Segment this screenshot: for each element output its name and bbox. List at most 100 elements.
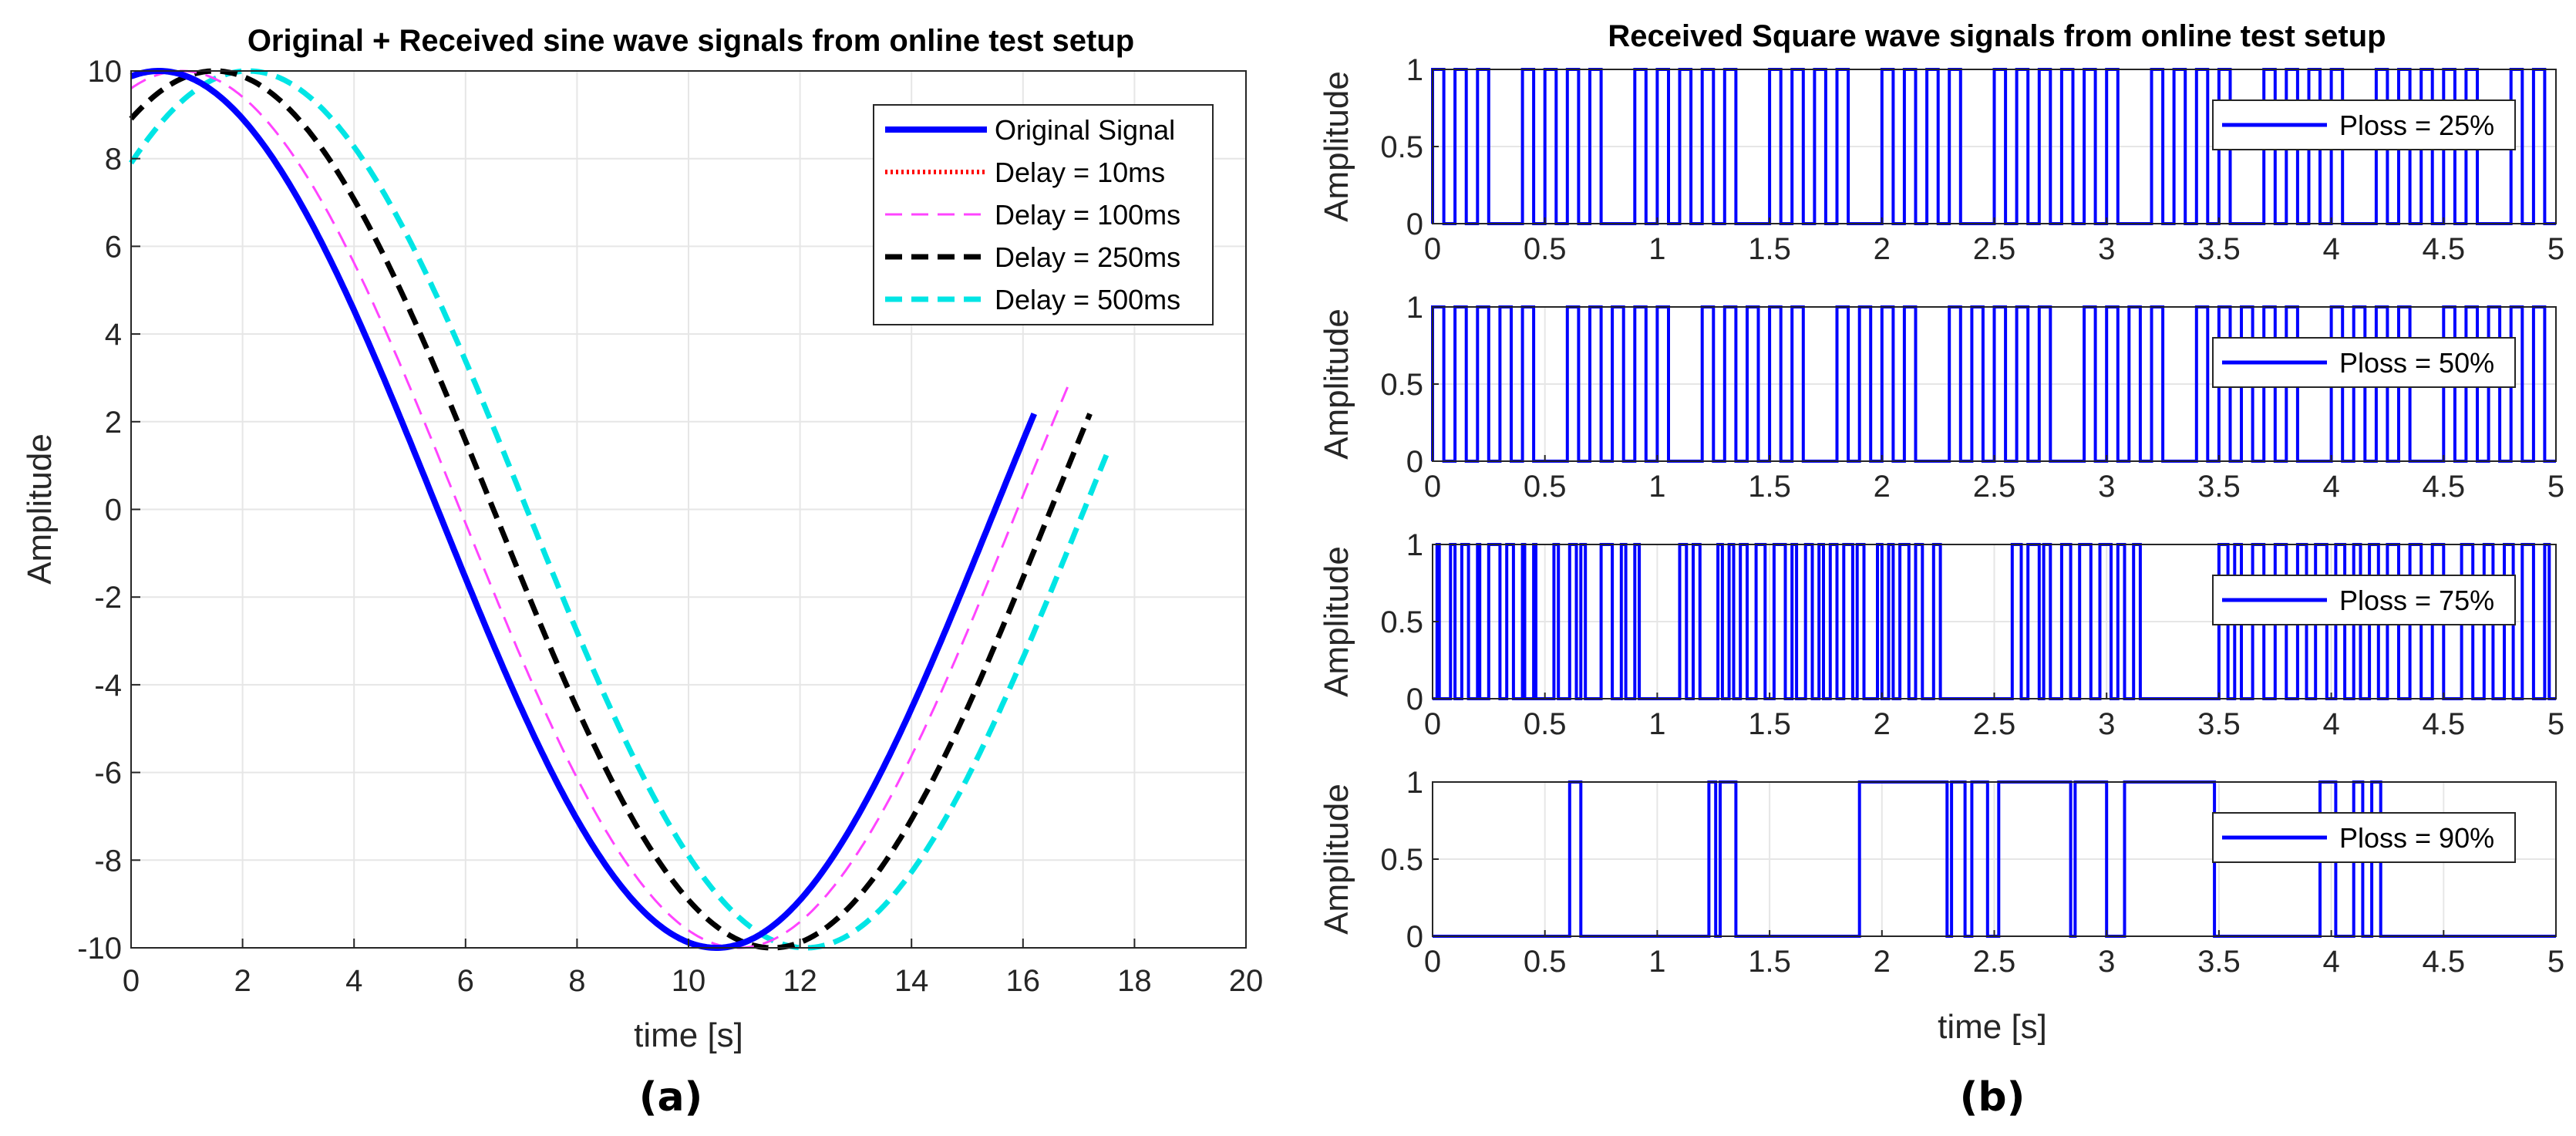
square-y-tick-label: 0.5 (1380, 368, 1423, 402)
sine-x-tick-label: 12 (783, 964, 817, 998)
legend-label-original: Original Signal (995, 114, 1175, 146)
square-x-tick-label: 0 (1424, 707, 1441, 741)
square-legend-label: Ploss = 25% (2339, 110, 2494, 141)
square-x-tick-label: 1 (1648, 707, 1665, 741)
square-legend-box (2212, 575, 2516, 625)
square-panel: 0 0.5 1 1.5 2 2.5 3 3.5 4 4.5 5 0 0.5 1 Amplitude Ploss… (1318, 528, 2564, 741)
square-x-tick-label: 4.5 (2422, 707, 2465, 741)
sine-y-tick-label: -4 (94, 669, 122, 703)
square-x-tick-label: 3.5 (2197, 945, 2241, 979)
square-x-tick-label: 1.5 (1748, 945, 1791, 979)
legend-label-delay-500: Delay = 500ms (995, 284, 1180, 315)
square-x-tick-label: 1.5 (1748, 232, 1791, 266)
sine-y-tick-label: 8 (105, 143, 122, 177)
square-y-label: Amplitude (1318, 784, 1355, 935)
square-x-tick-label: 0 (1424, 945, 1441, 979)
square-y-tick-label: 1 (1406, 766, 1423, 800)
sine-series-line (130, 68, 1037, 951)
sine-x-tick-label: 18 (1117, 964, 1152, 998)
square-x-tick-label: 1 (1648, 945, 1665, 979)
square-y-tick-label: 0.5 (1380, 605, 1423, 639)
sine-series-line (129, 68, 1110, 951)
sine-y-tick-label: 4 (105, 318, 122, 352)
square-x-tick-label: 2.5 (1973, 707, 2016, 741)
sine-y-tick-label: -8 (94, 844, 122, 878)
sine-x-tick-label: 10 (672, 964, 706, 998)
sine-x-label: time [s] (634, 1016, 743, 1054)
square-x-tick-label: 3 (2098, 232, 2115, 266)
square-x-tick-label: 1 (1648, 232, 1665, 266)
square-x-tick-label: 4.5 (2422, 945, 2465, 979)
sine-series-group (129, 68, 1110, 951)
square-y-label: Amplitude (1318, 71, 1355, 222)
sine-y-tick-label: 0 (105, 494, 122, 528)
square-x-tick-label: 0.5 (1524, 232, 1567, 266)
sine-legend-box (873, 104, 1214, 325)
sine-y-tick-label: 10 (88, 55, 123, 89)
square-x-tick-label: 2.5 (1973, 470, 2016, 504)
square-y-label: Amplitude (1318, 546, 1355, 697)
square-x-tick-label: 0 (1424, 232, 1441, 266)
sine-x-tick-label: 4 (345, 964, 362, 998)
sine-chart: Original + Received sine wave signals fr… (21, 24, 1263, 1054)
square-x-tick-label: 3 (2098, 707, 2115, 741)
square-y-tick-label: 0 (1406, 445, 1423, 479)
square-panels: 0 0.5 1 1.5 2 2.5 3 3.5 4 4.5 5 0 0.5 1 Amplitude Ploss… (1318, 53, 2564, 979)
square-x-tick-label: 5 (2547, 945, 2564, 979)
square-x-tick-label: 3.5 (2197, 232, 2241, 266)
sine-y-tick-label: -10 (77, 932, 122, 966)
square-x-tick-label: 3 (2098, 470, 2115, 504)
square-panel: 0 0.5 1 1.5 2 2.5 3 3.5 4 4.5 5 0 0.5 1 Amplitude Ploss… (1318, 291, 2564, 504)
square-x-tick-label: 1.5 (1748, 707, 1791, 741)
caption-b: (b) (1960, 1074, 2025, 1121)
sine-series-line (129, 68, 1093, 951)
square-chart: Received Square wave signals from online… (1318, 19, 2564, 1046)
legend-label-delay-10: Delay = 10ms (995, 157, 1165, 188)
square-y-tick-label: 1 (1406, 53, 1423, 87)
square-x-tick-label: 4 (2322, 470, 2339, 504)
square-legend-label: Ploss = 75% (2339, 585, 2494, 616)
sine-ticks: 0 2 4 6 8 10 12 14 16 18 20 -10 -8 -6 -4 -2 0 2 4 6 8 10 (77, 55, 1263, 998)
square-x-tick-label: 1.5 (1748, 470, 1791, 504)
sine-x-tick-label: 0 (123, 964, 140, 998)
square-x-tick-label: 3.5 (2197, 470, 2241, 504)
square-x-tick-label: 5 (2547, 707, 2564, 741)
sine-x-tick-label: 6 (457, 964, 474, 998)
square-panel: 0 0.5 1 1.5 2 2.5 3 3.5 4 4.5 5 0 0.5 1 Amplitude Ploss… (1318, 53, 2564, 266)
sine-y-label: Amplitude (21, 433, 59, 585)
sine-x-tick-label: 2 (234, 964, 251, 998)
sine-chart-title: Original + Received sine wave signals fr… (247, 24, 1134, 58)
square-y-label: Amplitude (1318, 308, 1355, 460)
square-chart-title: Received Square wave signals from online… (1608, 19, 2386, 53)
sine-legend: Original Signal Delay = 10ms Delay = 100… (873, 104, 1214, 325)
caption-a: (a) (639, 1074, 703, 1121)
square-panel: 0 0.5 1 1.5 2 2.5 3 3.5 4 4.5 5 0 0.5 1 Amplitude Ploss… (1318, 766, 2564, 979)
legend-label-delay-100: Delay = 100ms (995, 199, 1180, 231)
square-y-tick-label: 0.5 (1380, 130, 1423, 164)
square-x-tick-label: 5 (2547, 232, 2564, 266)
square-y-tick-label: 0 (1406, 207, 1423, 241)
square-y-tick-label: 0 (1406, 683, 1423, 716)
square-x-tick-label: 4 (2322, 707, 2339, 741)
square-y-tick-label: 1 (1406, 528, 1423, 562)
sine-x-tick-label: 20 (1229, 964, 1264, 998)
sine-series-line (130, 69, 1069, 949)
sine-y-tick-label: -2 (94, 581, 122, 615)
sine-y-tick-label: -6 (94, 757, 122, 790)
sine-x-tick-label: 16 (1006, 964, 1041, 998)
square-x-tick-label: 2 (1874, 470, 1891, 504)
square-legend-label: Ploss = 50% (2339, 347, 2494, 379)
legend-label-delay-250: Delay = 250ms (995, 241, 1180, 273)
square-x-tick-label: 2 (1874, 707, 1891, 741)
square-x-tick-label: 0.5 (1524, 707, 1567, 741)
square-x-tick-label: 0 (1424, 470, 1441, 504)
square-y-tick-label: 0 (1406, 920, 1423, 954)
square-x-tick-label: 2 (1874, 232, 1891, 266)
square-x-tick-label: 4 (2322, 945, 2339, 979)
square-x-tick-label: 0.5 (1524, 945, 1567, 979)
square-x-tick-label: 3.5 (2197, 707, 2241, 741)
square-x-tick-label: 4.5 (2422, 470, 2465, 504)
sine-y-tick-label: 2 (105, 406, 122, 440)
square-x-tick-label: 0.5 (1524, 470, 1567, 504)
